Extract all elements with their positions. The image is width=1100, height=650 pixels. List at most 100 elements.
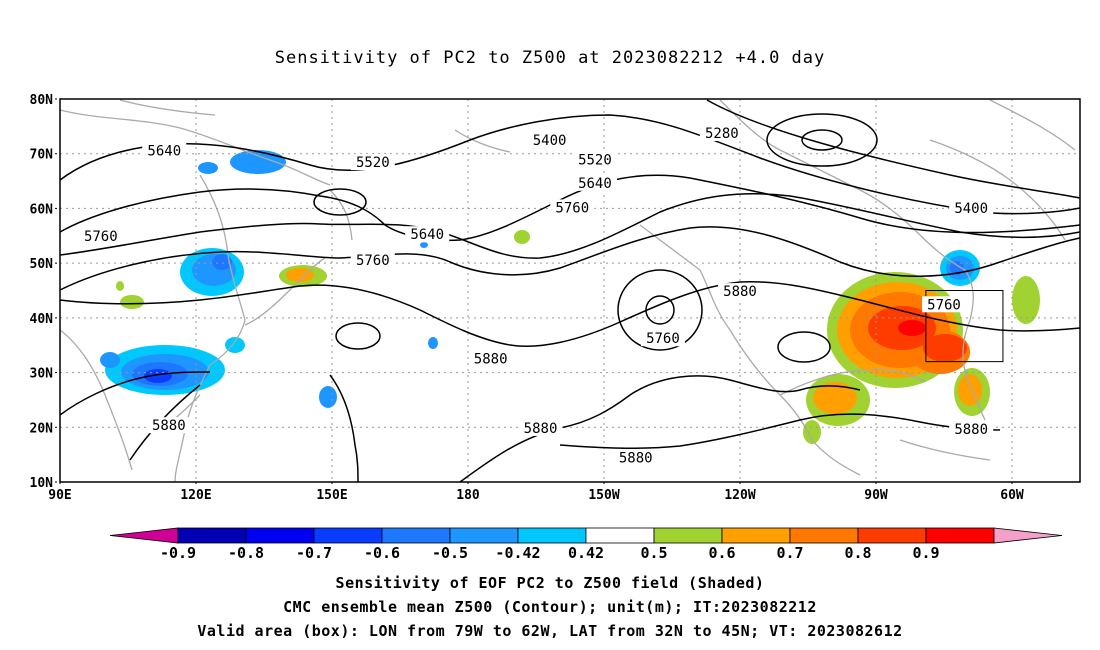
negative-sensitivity-area [212, 254, 232, 270]
chart-title: Sensitivity of PC2 to Z500 at 2023082212… [274, 48, 826, 68]
positive-sensitivity-area [803, 420, 821, 444]
contour-label: 5760 [646, 331, 680, 347]
latitude-label: 80N [30, 93, 54, 108]
contour-label-background [550, 199, 595, 216]
colorbar-label: -0.7 [296, 544, 332, 562]
contour-label: 5280 [705, 126, 739, 142]
contour-label: 5520 [578, 152, 612, 168]
contour-labels: 5400 5280 5640 5520 5520 5640 5760 5400 5640 5760… [78, 125, 994, 466]
contour-label: 5880 [954, 422, 988, 438]
contour-label: 5880 [524, 421, 558, 437]
contour-label-background [613, 449, 658, 466]
colorbar-segment [381, 527, 451, 544]
z500-contours [59, 99, 1081, 483]
latitude-label: 60N [30, 202, 54, 217]
colorbar-label: 0.6 [708, 544, 735, 562]
contour-label-background [527, 132, 572, 149]
contour-label: 5880 [474, 351, 508, 367]
longitude-label: 60W [1000, 488, 1024, 503]
contour-label: 5520 [356, 155, 390, 171]
contour-label-background [468, 350, 513, 367]
longitude-label: 120W [724, 488, 755, 503]
positive-sensitivity-area [1012, 276, 1040, 324]
positive-sensitivity-area [813, 382, 857, 414]
contour-label: 5880 [723, 284, 757, 300]
colorbar-segment [177, 527, 247, 544]
colorbar-label: 0.5 [640, 544, 667, 562]
positive-sensitivity-area [514, 230, 530, 244]
caption-line-2: CMC ensemble mean Z500 (Contour); unit(m… [283, 598, 817, 616]
caption-line-3: Valid area (box): LON from 79W to 62W, L… [197, 622, 903, 640]
contour-label: 5640 [578, 176, 612, 192]
positive-sensitivity-area [898, 320, 926, 336]
longitude-label: 90E [48, 488, 71, 503]
colorbar-label: -0.5 [432, 544, 468, 562]
contour-label: 5760 [84, 229, 118, 245]
contour-label-background [78, 227, 123, 244]
contour-label: 5400 [954, 201, 988, 217]
caption-line-1: Sensitivity of EOF PC2 to Z500 field (Sh… [335, 574, 765, 592]
contour-label-background [640, 330, 685, 347]
latitude-label: 70N [30, 148, 54, 163]
colorbar-label: -0.9 [160, 544, 196, 562]
negative-sensitivity-area [428, 337, 438, 349]
contour-label-background [949, 421, 994, 438]
negative-sensitivity-area [420, 242, 428, 248]
positive-sensitivity-area [120, 295, 144, 309]
contour-label-background [949, 199, 994, 216]
valid-area-box [925, 290, 1004, 363]
contour-label: 5640 [410, 227, 444, 243]
contour-label-background [350, 154, 395, 171]
latitude-label: 20N [30, 421, 54, 436]
colorbar-label: -0.8 [228, 544, 264, 562]
sensitivity-shading [100, 150, 1040, 444]
colorbar-high-triangle [993, 527, 1063, 544]
negative-sensitivity-area [230, 150, 286, 174]
contour-label: 5760 [356, 253, 390, 269]
latitude-label: 30N [30, 367, 54, 382]
negative-sensitivity-area [198, 162, 218, 174]
positive-sensitivity-area [116, 281, 124, 291]
positive-sensitivity-area [923, 334, 967, 362]
colorbar-segment [517, 527, 587, 544]
contour-label-background [572, 151, 617, 168]
map-frame [59, 98, 1081, 483]
colorbar-segment [585, 527, 655, 544]
colorbar-segment [721, 527, 791, 544]
contour-label-background [922, 296, 966, 313]
latitude-label: 40N [30, 312, 54, 327]
longitude-label: 90W [864, 488, 888, 503]
colorbar-label: -0.6 [364, 544, 400, 562]
longitude-label: 150E [316, 488, 347, 503]
contour-label-background [572, 174, 617, 191]
colorbar-label: 0.9 [912, 544, 939, 562]
colorbar-low-triangle [109, 527, 179, 544]
longitude-label: 150W [588, 488, 619, 503]
colorbar-segment [857, 527, 927, 544]
longitude-label: 120E [180, 488, 211, 503]
contour-label-background [699, 125, 744, 142]
latitude-label: 50N [30, 257, 54, 272]
colorbar-label: 0.42 [568, 544, 604, 562]
contour-label-background [350, 251, 395, 268]
contour-label-background [142, 142, 187, 159]
contour-label: 5760 [927, 297, 961, 313]
contour-label: 5760 [555, 200, 589, 216]
latitude-label: 10N [30, 476, 54, 491]
contour-label: 5400 [533, 133, 567, 149]
colorbar-segment [313, 527, 383, 544]
colorbar-segment [925, 527, 995, 544]
colorbar: -0.9 -0.8 -0.7 -0.6 -0.5 -0.42 0.42 0.5 0.6 0.7 0.… [109, 527, 1063, 562]
colorbar-label: -0.42 [495, 544, 540, 562]
contour-label-background [718, 283, 762, 300]
contour-label-background [518, 419, 563, 436]
contour-label-background [146, 417, 191, 434]
colorbar-segment [653, 527, 723, 544]
positive-sensitivity-area [286, 268, 314, 282]
negative-sensitivity-area [100, 352, 120, 368]
negative-sensitivity-area [319, 386, 337, 408]
latitude-labels: 80N 70N 60N 50N 40N 30N 20N 10N [30, 93, 54, 491]
colorbar-label: 0.7 [776, 544, 803, 562]
contour-label: 5880 [619, 450, 653, 466]
